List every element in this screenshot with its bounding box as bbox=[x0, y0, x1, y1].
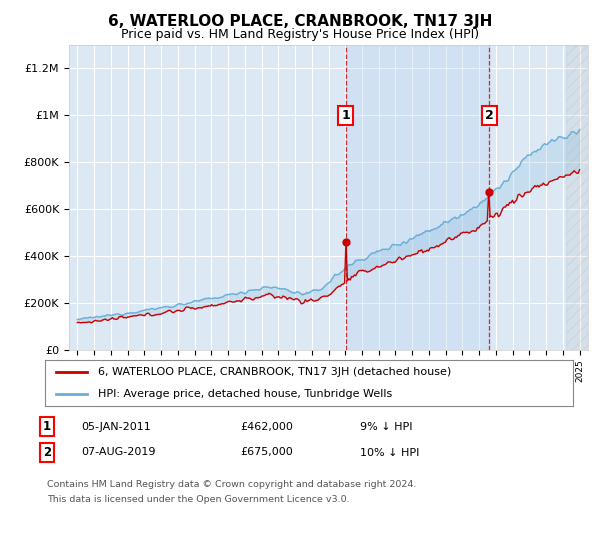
Text: 05-JAN-2011: 05-JAN-2011 bbox=[81, 422, 151, 432]
Bar bbox=[566, 45, 588, 350]
Text: £462,000: £462,000 bbox=[240, 422, 293, 432]
Text: 2: 2 bbox=[43, 446, 51, 459]
Text: HPI: Average price, detached house, Tunbridge Wells: HPI: Average price, detached house, Tunb… bbox=[98, 389, 392, 399]
Text: 10% ↓ HPI: 10% ↓ HPI bbox=[360, 447, 419, 458]
Text: 6, WATERLOO PLACE, CRANBROOK, TN17 3JH: 6, WATERLOO PLACE, CRANBROOK, TN17 3JH bbox=[108, 14, 492, 29]
Text: Contains HM Land Registry data © Crown copyright and database right 2024.: Contains HM Land Registry data © Crown c… bbox=[47, 480, 416, 489]
Text: £675,000: £675,000 bbox=[240, 447, 293, 458]
Text: 1: 1 bbox=[43, 420, 51, 433]
Bar bbox=[346, 45, 489, 350]
Text: 1: 1 bbox=[341, 109, 350, 122]
Text: 6, WATERLOO PLACE, CRANBROOK, TN17 3JH (detached house): 6, WATERLOO PLACE, CRANBROOK, TN17 3JH (… bbox=[98, 367, 451, 377]
Text: 07-AUG-2019: 07-AUG-2019 bbox=[81, 447, 155, 458]
Text: This data is licensed under the Open Government Licence v3.0.: This data is licensed under the Open Gov… bbox=[47, 495, 349, 504]
Text: 2: 2 bbox=[485, 109, 494, 122]
Text: Price paid vs. HM Land Registry's House Price Index (HPI): Price paid vs. HM Land Registry's House … bbox=[121, 28, 479, 41]
Text: 9% ↓ HPI: 9% ↓ HPI bbox=[360, 422, 413, 432]
